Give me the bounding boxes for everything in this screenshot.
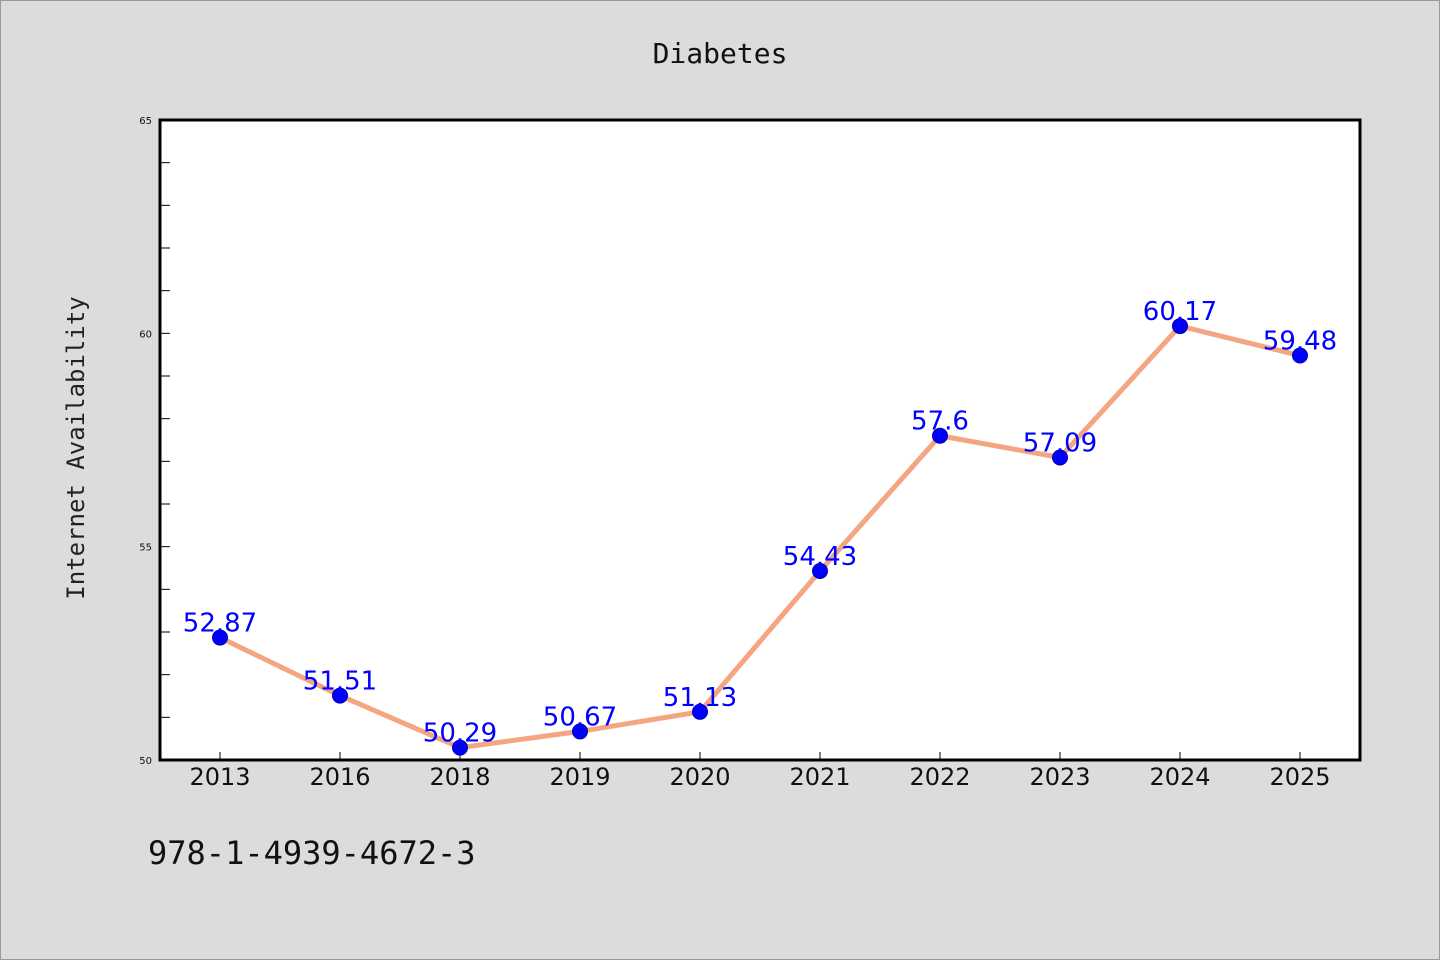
isbn-text: 978-1-4939-4672-3 [148, 834, 476, 872]
y-axis-label: Internet Availability [62, 296, 90, 599]
plot-area [158, 118, 1362, 762]
x-tick-label: 2016 [309, 763, 370, 791]
y-tick-label: 50 [139, 756, 152, 767]
x-tick-label: 2013 [189, 763, 250, 791]
data-label: 51.51 [303, 667, 377, 697]
data-point [572, 723, 588, 740]
data-point [812, 562, 828, 579]
data-label-layer: 52.87 51.51 50.29 50.67 51.13 54.43 57.6 57.09 6… [183, 297, 1337, 749]
y-tick-label: 55 [139, 543, 152, 554]
series-line [217, 323, 1303, 751]
data-point [332, 687, 348, 704]
data-point [692, 703, 708, 720]
x-axis: 2013 2016 2018 2019 2020 2021 2022 2023 2024 2025 [189, 752, 1331, 791]
data-label: 57.6 [911, 407, 969, 437]
x-tick-label: 2018 [429, 763, 490, 791]
data-label: 60.17 [1143, 297, 1217, 327]
data-label: 52.87 [183, 609, 257, 639]
x-tick-label: 2024 [1149, 763, 1210, 791]
data-label: 50.29 [423, 719, 497, 749]
y-tick-label: 65 [139, 116, 152, 127]
chart-title: Diabetes [653, 37, 788, 70]
data-point [932, 427, 948, 444]
x-tick-label: 2025 [1269, 763, 1330, 791]
data-point [212, 629, 228, 646]
data-label: 57.09 [1023, 428, 1097, 458]
x-tick-label: 2021 [789, 763, 850, 791]
x-tick-label: 2020 [669, 763, 730, 791]
y-axis: 50 55 60 65 [139, 116, 170, 767]
data-point [1172, 318, 1188, 335]
data-label: 59.48 [1263, 327, 1337, 357]
data-label: 50.67 [543, 702, 617, 732]
x-tick-label: 2019 [549, 763, 610, 791]
data-label: 51.13 [663, 683, 737, 713]
data-point [1292, 347, 1308, 364]
data-point [452, 739, 468, 756]
data-label: 54.43 [783, 542, 857, 572]
series-layer [212, 318, 1308, 756]
x-tick-label: 2023 [1029, 763, 1090, 791]
data-point [1052, 449, 1068, 466]
y-tick-label: 60 [139, 329, 152, 340]
x-tick-label: 2022 [909, 763, 970, 791]
